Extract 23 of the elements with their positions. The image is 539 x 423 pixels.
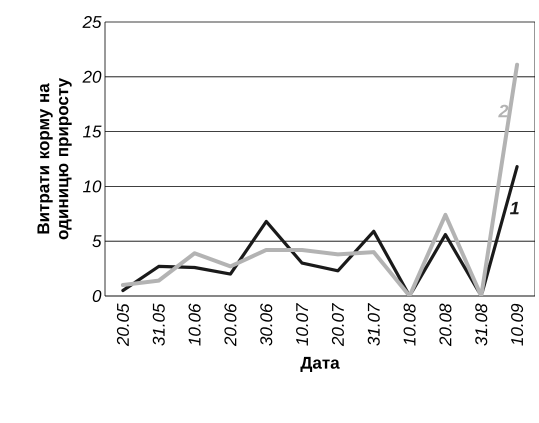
x-tick-label: 10.06 [188, 304, 201, 346]
x-tick-label: 20.07 [332, 303, 344, 346]
x-tick-label: 10.07 [296, 303, 308, 346]
y-tick-label: 25 [82, 16, 102, 28]
y-tick-label: 10 [83, 180, 102, 192]
series-label: 2 [498, 104, 508, 118]
x-tick-label: 31.05 [152, 303, 165, 346]
series-label: 1 [510, 202, 519, 214]
x-tick-label: 20.06 [224, 304, 236, 346]
x-tick-label: 20.05 [116, 303, 129, 346]
x-tick-label: 10.09 [511, 304, 524, 346]
y-tick-label: 5 [92, 235, 102, 248]
x-tick-label: 10.08 [404, 304, 416, 346]
x-tick-label: 30.06 [260, 304, 272, 346]
y-tick-label: 20 [82, 70, 102, 83]
x-tick-label: 31.07 [368, 303, 380, 346]
x-tick-label: 20.08 [439, 304, 452, 346]
y-tick-label: 0 [92, 290, 102, 302]
x-axis-title: Дата [300, 356, 340, 372]
y-tick-label: 15 [83, 126, 102, 138]
y-axis-title: Витрати корму на одиницю приросту [37, 78, 72, 240]
x-tick-label: 31.08 [475, 304, 488, 346]
line-series [120, 62, 520, 296]
